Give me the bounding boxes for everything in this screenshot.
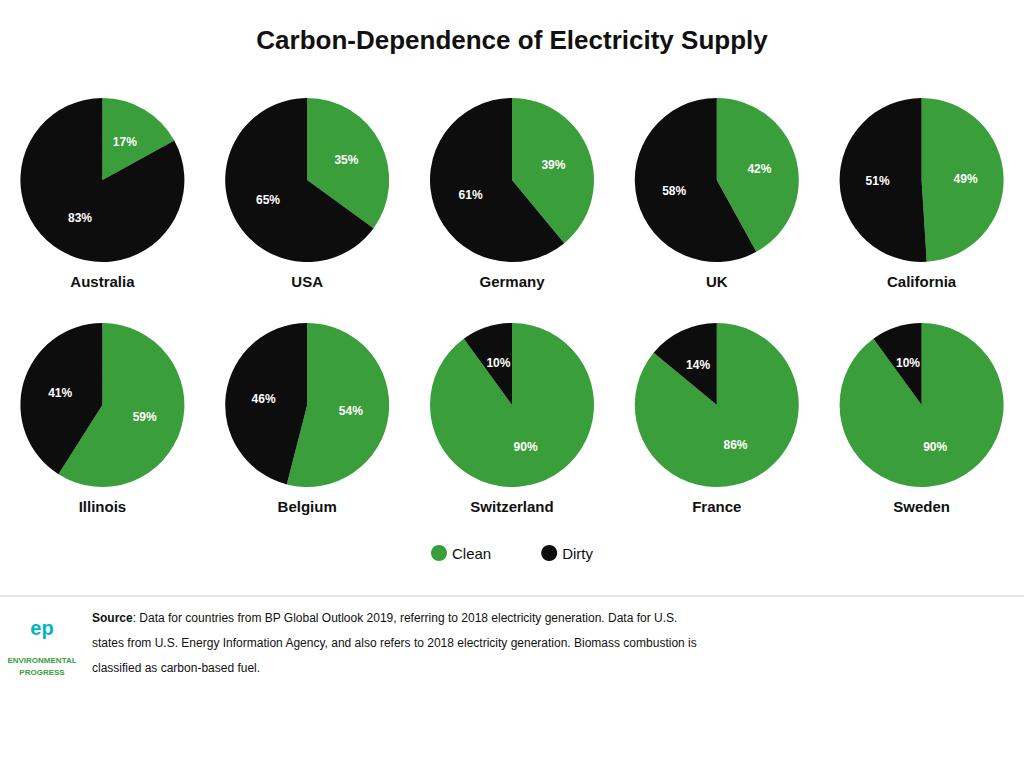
svg-text:14%: 14% bbox=[686, 358, 710, 372]
svg-text:Carbon-Dependence of Electrici: Carbon-Dependence of Electricity Supply bbox=[256, 25, 768, 55]
svg-text:41%: 41% bbox=[48, 386, 72, 400]
svg-text:Switzerland: Switzerland bbox=[470, 498, 553, 515]
svg-text:Illinois: Illinois bbox=[79, 498, 127, 515]
svg-text:classified as carbon-based fue: classified as carbon-based fuel. bbox=[92, 661, 260, 675]
svg-text:61%: 61% bbox=[459, 188, 483, 202]
svg-text:65%: 65% bbox=[256, 193, 280, 207]
svg-text:35%: 35% bbox=[334, 153, 358, 167]
svg-text:USA: USA bbox=[291, 273, 323, 290]
svg-text:10%: 10% bbox=[896, 356, 920, 370]
svg-text:ep: ep bbox=[30, 617, 53, 639]
svg-text:49%: 49% bbox=[954, 172, 978, 186]
svg-text:39%: 39% bbox=[541, 158, 565, 172]
svg-text:ENVIRONMENTAL: ENVIRONMENTAL bbox=[7, 656, 76, 665]
svg-text:Australia: Australia bbox=[70, 273, 135, 290]
svg-text:Source: Source bbox=[92, 611, 133, 625]
svg-text:Clean: Clean bbox=[452, 545, 491, 562]
svg-text:42%: 42% bbox=[747, 162, 771, 176]
svg-text:17%: 17% bbox=[113, 135, 137, 149]
svg-text:51%: 51% bbox=[866, 174, 890, 188]
svg-text:: Data for countries from BP G: : Data for countries from BP Global Outl… bbox=[133, 611, 678, 625]
svg-text:58%: 58% bbox=[662, 184, 686, 198]
svg-text:France: France bbox=[692, 498, 741, 515]
svg-text:Dirty: Dirty bbox=[562, 545, 593, 562]
svg-text:California: California bbox=[887, 273, 957, 290]
svg-text:Belgium: Belgium bbox=[278, 498, 337, 515]
svg-text:59%: 59% bbox=[133, 410, 157, 424]
svg-text:83%: 83% bbox=[68, 211, 92, 225]
svg-text:10%: 10% bbox=[486, 356, 510, 370]
svg-text:states from U.S. Energy Inform: states from U.S. Energy Information Agen… bbox=[92, 636, 697, 650]
svg-text:46%: 46% bbox=[252, 392, 276, 406]
svg-text:86%: 86% bbox=[724, 438, 748, 452]
svg-text:90%: 90% bbox=[514, 440, 538, 454]
svg-text:54%: 54% bbox=[339, 404, 363, 418]
svg-text:Germany: Germany bbox=[479, 273, 545, 290]
svg-text:Sweden: Sweden bbox=[893, 498, 950, 515]
svg-text:90%: 90% bbox=[923, 440, 947, 454]
svg-text:UK: UK bbox=[706, 273, 728, 290]
svg-text:PROGRESS: PROGRESS bbox=[19, 668, 65, 677]
